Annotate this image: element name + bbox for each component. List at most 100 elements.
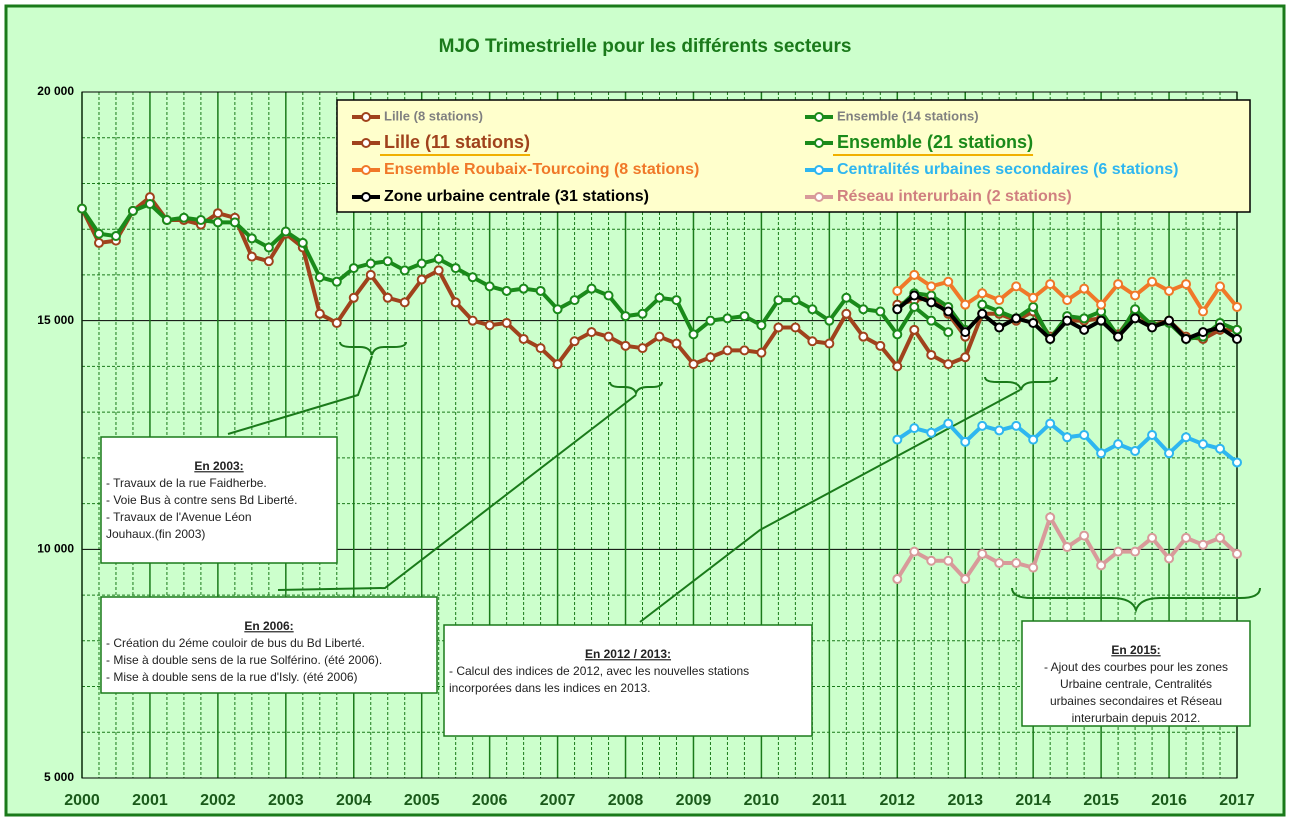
data-point — [1181, 532, 1192, 543]
data-point — [1096, 560, 1107, 571]
data-point — [246, 251, 257, 262]
data-point — [1028, 562, 1039, 573]
data-point — [892, 304, 903, 315]
data-point — [1113, 439, 1124, 450]
annotation-line: - Création du 2éme couloir de bus du Bd … — [106, 636, 365, 650]
data-point — [1045, 279, 1056, 290]
data-point — [450, 297, 461, 308]
data-point — [161, 215, 172, 226]
data-point — [1062, 432, 1073, 443]
x-tick-label: 2007 — [540, 792, 576, 809]
data-point — [195, 215, 206, 226]
data-point — [1147, 532, 1158, 543]
x-tick-label: 2012 — [879, 792, 915, 809]
data-point — [960, 574, 971, 585]
data-point — [909, 546, 920, 557]
data-point — [1079, 530, 1090, 541]
data-point — [824, 315, 835, 326]
data-point — [892, 434, 903, 445]
data-point — [127, 205, 138, 216]
data-point — [1215, 281, 1226, 292]
annotation-line: - Ajout des courbes pour les zones — [1044, 660, 1228, 674]
data-point — [909, 324, 920, 335]
data-point — [1164, 285, 1175, 296]
data-point — [603, 290, 614, 301]
data-point — [875, 340, 886, 351]
data-point — [977, 288, 988, 299]
legend-label: Lille (8 stations) — [384, 108, 483, 123]
data-point — [620, 340, 631, 351]
data-point — [77, 203, 87, 214]
data-point — [892, 329, 903, 340]
data-point — [569, 295, 580, 306]
data-point — [1011, 558, 1022, 569]
data-point — [1147, 322, 1158, 333]
data-point — [569, 336, 580, 347]
legend-marker — [361, 138, 371, 148]
data-point — [518, 283, 529, 294]
data-point — [654, 292, 665, 303]
data-point — [841, 308, 852, 319]
data-point — [1232, 301, 1242, 312]
data-point — [807, 304, 818, 315]
x-tick-label: 2003 — [268, 792, 304, 809]
data-point — [739, 311, 750, 322]
data-point — [1130, 546, 1141, 557]
data-point — [1147, 276, 1158, 287]
x-tick-label: 2014 — [1015, 792, 1051, 809]
legend-label: Ensemble Roubaix-Tourcoing (8 stations) — [384, 161, 699, 178]
data-point — [1181, 432, 1192, 443]
legend-label: Zone urbaine centrale (31 stations) — [384, 188, 649, 205]
data-point — [1164, 448, 1175, 459]
data-point — [314, 308, 325, 319]
data-point — [756, 320, 767, 331]
legend-label: Réseau interurbain (2 stations) — [837, 188, 1072, 205]
data-point — [1113, 331, 1124, 342]
x-tick-label: 2005 — [404, 792, 440, 809]
data-point — [501, 317, 512, 328]
annotations: En 2003: - Travaux de la rue Faidherbe. - … — [100, 436, 1251, 737]
annotation-box — [1021, 620, 1251, 727]
data-point — [926, 427, 937, 438]
data-point — [705, 315, 716, 326]
data-point — [331, 317, 342, 328]
data-point — [93, 228, 104, 239]
data-point — [739, 345, 750, 356]
data-point — [484, 281, 495, 292]
brace — [1011, 587, 1261, 614]
data-point — [1164, 315, 1175, 326]
data-point — [892, 361, 903, 372]
data-point — [365, 258, 376, 269]
data-point — [433, 265, 444, 276]
data-point — [1028, 434, 1039, 445]
data-point — [297, 237, 308, 248]
data-point — [1028, 317, 1039, 328]
plot — [77, 192, 1242, 585]
annotation-line: Urbaine centrale, Centralités — [1060, 677, 1212, 691]
y-tick-label: 20 000 — [37, 84, 74, 98]
data-point — [977, 299, 988, 310]
legend-marker — [361, 192, 371, 202]
data-point — [348, 292, 359, 303]
x-tick-label: 2000 — [64, 792, 100, 809]
data-point — [1079, 430, 1090, 440]
data-point — [1113, 279, 1124, 290]
annotation-line: - Travaux de la rue Faidherbe. — [106, 476, 267, 490]
data-point — [620, 311, 631, 322]
data-point — [926, 315, 937, 326]
data-point — [1232, 548, 1242, 559]
annotation-title: En 2012 / 2013: — [585, 647, 671, 661]
data-point — [518, 333, 529, 344]
data-point — [773, 295, 784, 306]
x-tick-label: 2010 — [744, 792, 780, 809]
data-point — [705, 352, 716, 363]
data-point — [637, 308, 648, 319]
data-point — [484, 320, 495, 331]
data-point — [977, 308, 988, 319]
data-point — [382, 292, 393, 303]
data-point — [1181, 333, 1192, 344]
data-point — [1198, 439, 1209, 450]
data-point — [926, 281, 937, 292]
data-point — [586, 327, 597, 338]
annotation-line: - Mise à double sens de la rue d'Isly. (… — [106, 670, 358, 684]
